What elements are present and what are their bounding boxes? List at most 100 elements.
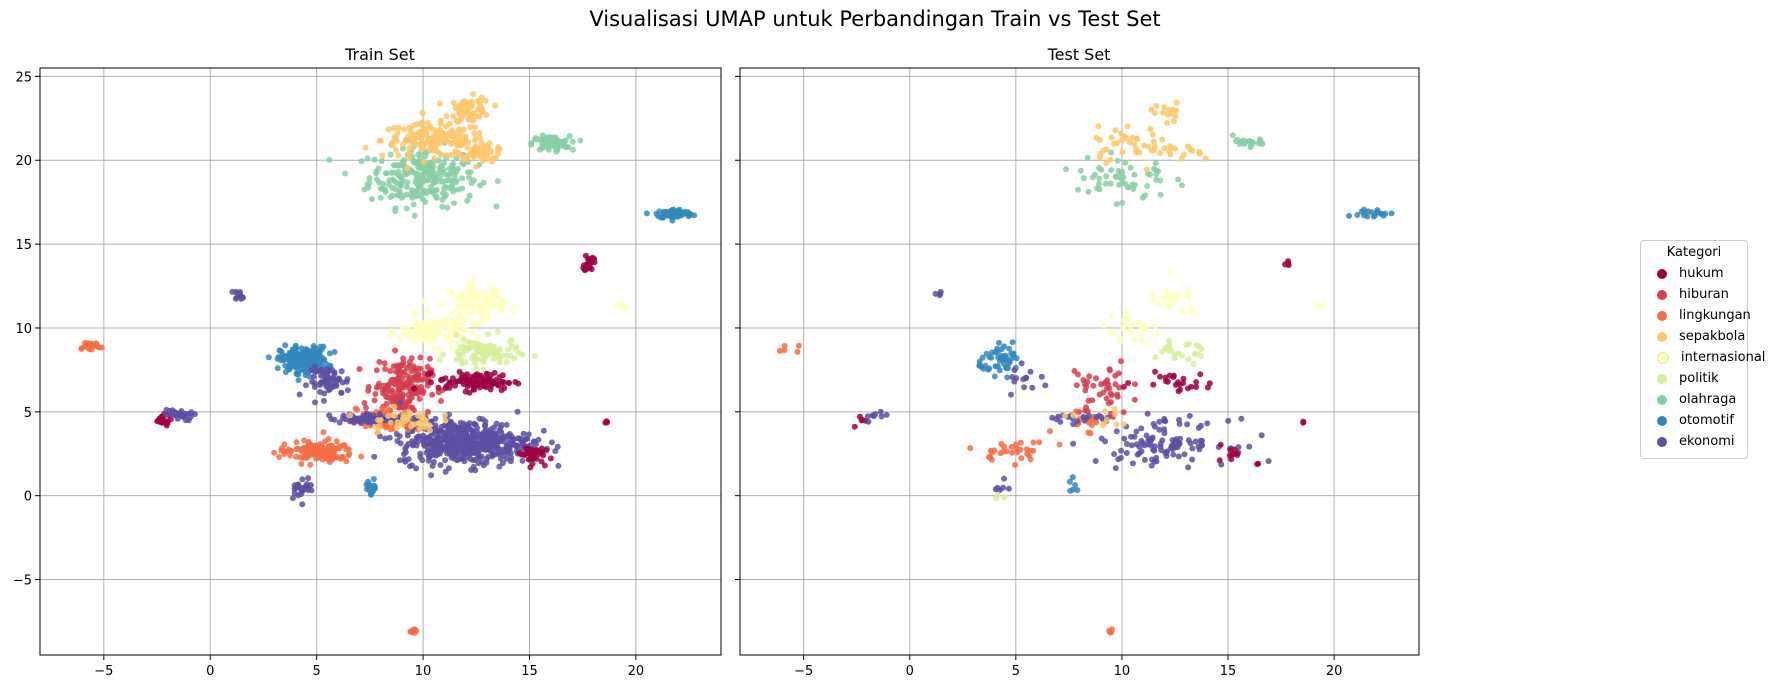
point-sepakbola	[467, 124, 474, 131]
point-hukum	[1197, 371, 1204, 378]
point-lingkungan	[1001, 443, 1008, 450]
point-ekonomi	[325, 368, 332, 375]
point-ekonomi	[503, 442, 510, 449]
point-hiburan	[1090, 382, 1097, 389]
point-lingkungan	[338, 454, 345, 461]
point-internasional	[1121, 326, 1127, 333]
point-internasional	[430, 345, 437, 352]
point-internasional	[1139, 336, 1146, 343]
point-ekonomi	[1001, 475, 1008, 482]
point-politik	[1166, 342, 1173, 349]
point-olahraga	[403, 184, 410, 190]
point-lingkungan	[293, 446, 300, 453]
point-politik	[484, 331, 491, 338]
point-hukum	[1150, 381, 1157, 388]
point-lingkungan	[1009, 449, 1015, 456]
legend-item-hiburan: hiburan	[1647, 284, 1741, 305]
point-sepakbola	[405, 409, 412, 415]
point-hukum	[1255, 460, 1262, 467]
point-politik	[436, 356, 443, 363]
point-ekonomi	[554, 443, 561, 450]
point-olahraga	[439, 203, 446, 210]
point-lingkungan	[305, 439, 312, 445]
point-otomotif	[691, 212, 698, 219]
point-olahraga	[415, 151, 422, 158]
point-lingkungan	[1018, 455, 1025, 462]
point-sepakbola	[489, 155, 496, 162]
point-olahraga	[383, 170, 390, 177]
point-olahraga	[570, 146, 576, 153]
point-hiburan	[398, 395, 405, 402]
point-politik	[503, 352, 510, 359]
point-ekonomi	[464, 447, 470, 454]
point-politik	[460, 336, 467, 343]
point-hukum	[1170, 374, 1177, 380]
point-ekonomi	[471, 421, 478, 428]
point-olahraga	[1114, 157, 1121, 164]
point-otomotif	[292, 345, 299, 352]
point-sepakbola	[460, 99, 467, 105]
point-lingkungan	[781, 347, 788, 354]
point-ekonomi	[552, 448, 559, 455]
point-hiburan	[397, 363, 404, 370]
point-ekonomi	[1129, 460, 1136, 467]
point-sepakbola	[420, 159, 427, 165]
point-sepakbola	[1136, 149, 1143, 156]
point-sepakbola	[476, 113, 483, 120]
point-sepakbola	[456, 110, 463, 117]
point-ekonomi	[289, 495, 296, 502]
point-ekonomi	[294, 481, 301, 488]
point-otomotif	[998, 346, 1005, 353]
point-internasional	[461, 314, 468, 321]
point-hukum	[1300, 418, 1307, 425]
point-sepakbola	[432, 143, 439, 150]
point-olahraga	[410, 201, 417, 208]
point-olahraga	[1179, 182, 1185, 189]
point-internasional	[425, 331, 432, 338]
point-hiburan	[384, 382, 391, 389]
point-sepakbola	[1173, 99, 1180, 106]
point-olahraga	[494, 178, 501, 185]
point-ekonomi	[865, 418, 872, 425]
point-sepakbola	[450, 113, 457, 120]
point-politik	[484, 350, 491, 357]
point-olahraga	[464, 169, 471, 176]
point-ekonomi	[1184, 421, 1191, 428]
point-ekonomi	[503, 455, 510, 462]
point-internasional	[448, 346, 455, 353]
point-sepakbola	[1113, 421, 1120, 428]
point-ekonomi	[312, 399, 318, 406]
point-sepakbola	[442, 133, 449, 140]
point-politik	[1162, 345, 1168, 352]
point-ekonomi	[1085, 412, 1092, 419]
point-olahraga	[1152, 160, 1159, 167]
point-internasional	[387, 332, 394, 339]
point-hiburan	[376, 359, 383, 365]
point-hiburan	[400, 355, 407, 362]
point-ekonomi	[1151, 447, 1158, 454]
point-ekonomi	[1141, 442, 1148, 449]
point-otomotif	[318, 357, 325, 364]
point-olahraga	[444, 204, 451, 211]
point-lingkungan	[336, 443, 343, 450]
point-otomotif	[282, 369, 289, 376]
point-olahraga	[1084, 154, 1091, 161]
point-otomotif	[293, 370, 300, 377]
point-ekonomi	[386, 434, 393, 441]
point-sepakbola	[391, 125, 397, 131]
point-sepakbola	[465, 116, 472, 123]
point-hiburan	[406, 404, 413, 411]
point-otomotif	[280, 357, 287, 364]
point-olahraga	[539, 140, 546, 147]
point-otomotif	[1072, 482, 1079, 488]
point-otomotif	[265, 354, 272, 361]
point-hiburan	[425, 408, 432, 415]
point-ekonomi	[446, 428, 453, 435]
point-olahraga	[386, 181, 392, 188]
x-tick-label: 10	[415, 664, 432, 679]
legend-label-hiburan: hiburan	[1679, 287, 1729, 302]
point-politik	[1183, 341, 1190, 348]
point-ekonomi	[393, 431, 400, 437]
point-internasional	[1155, 331, 1162, 338]
